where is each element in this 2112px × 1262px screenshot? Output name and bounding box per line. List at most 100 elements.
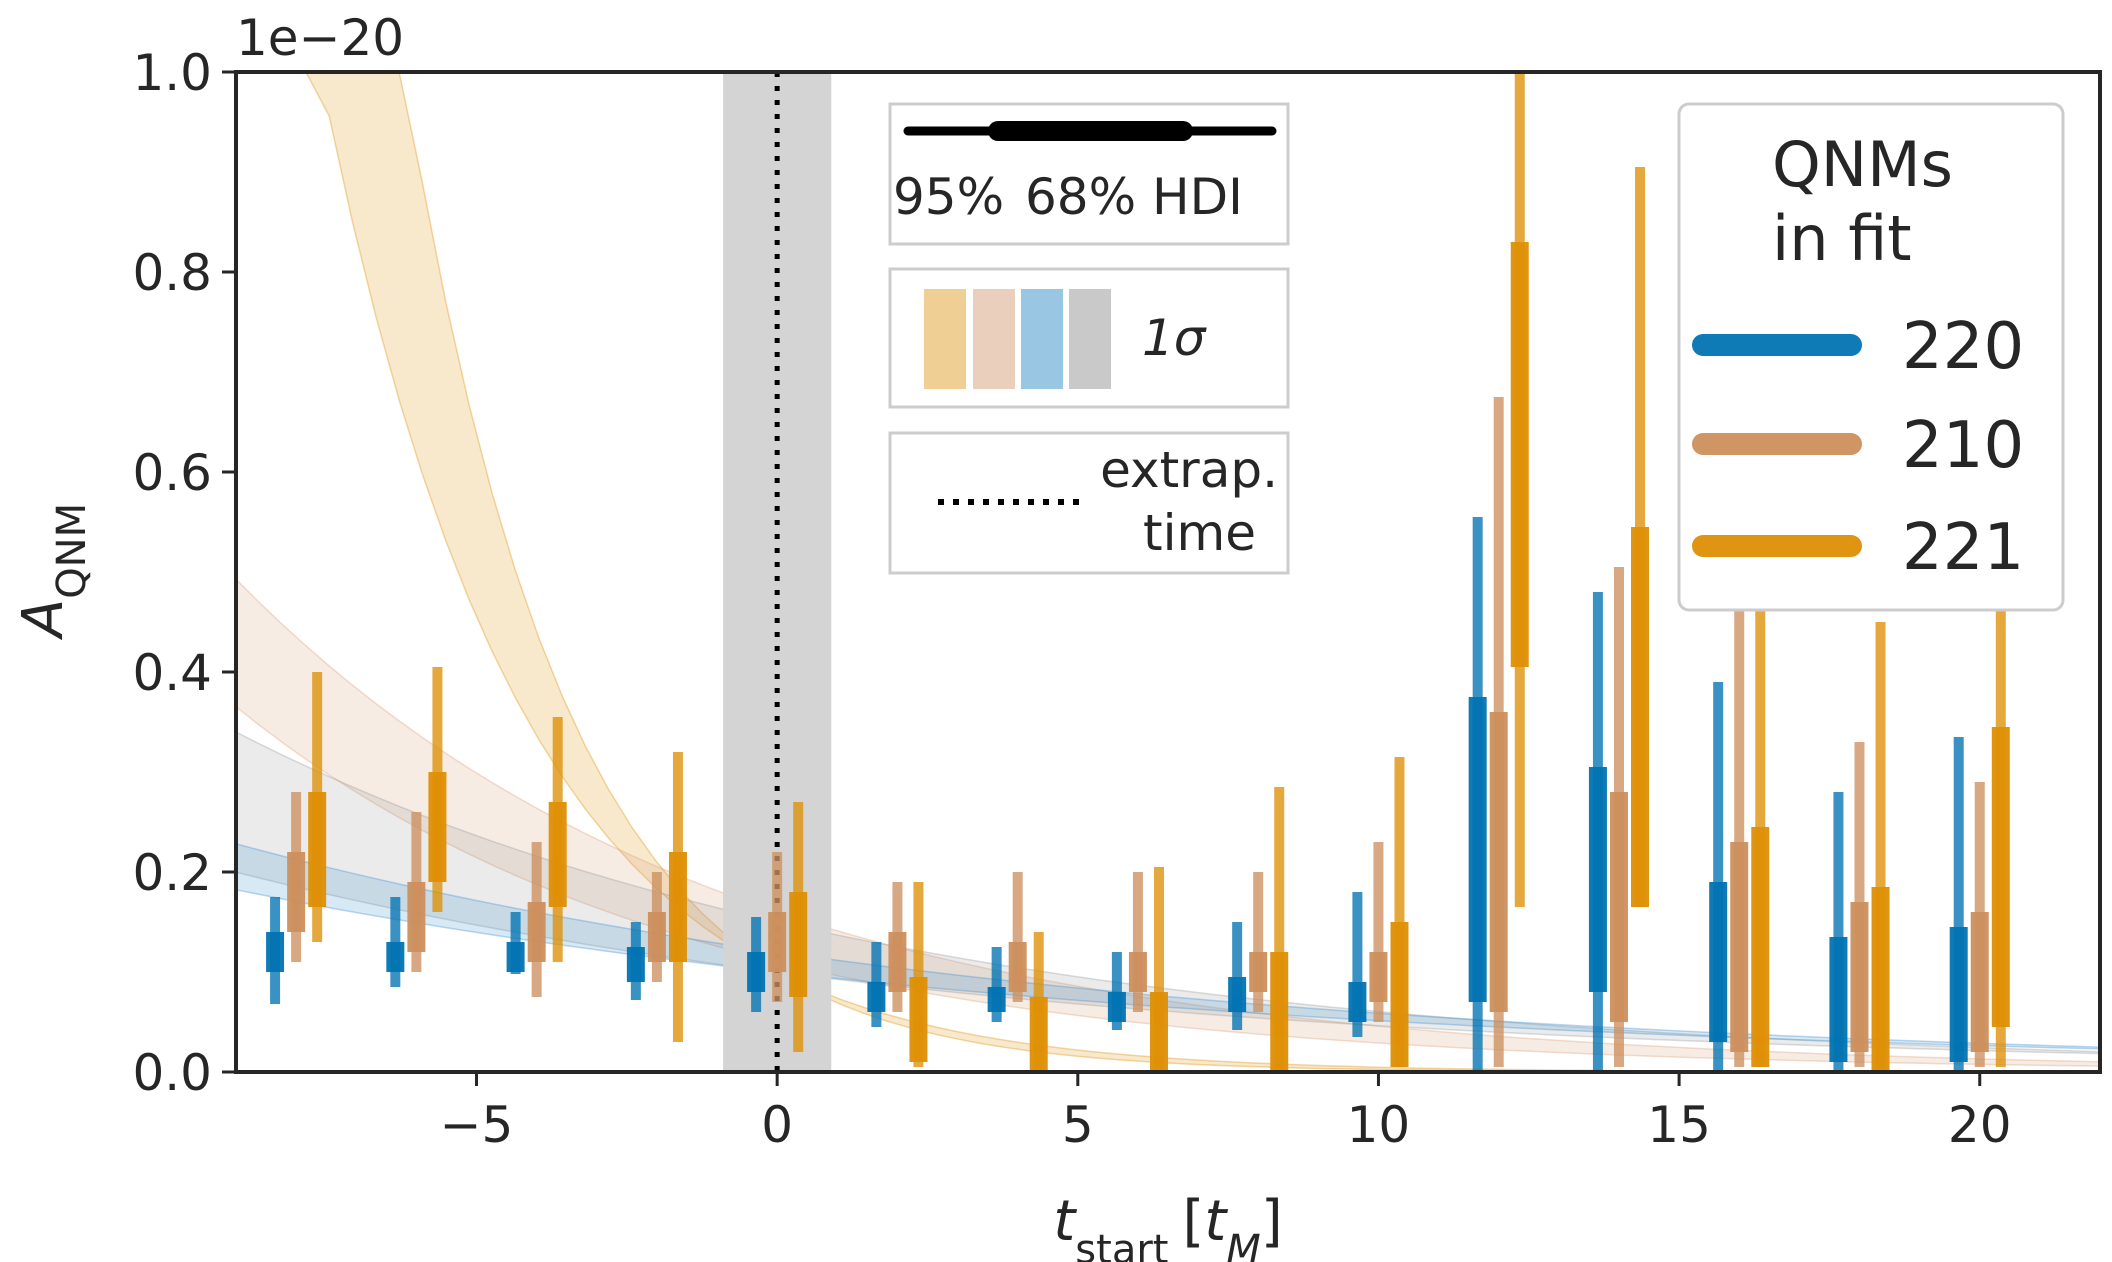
hdi68-bar-220	[626, 947, 645, 982]
hdi95-bar-220	[1953, 737, 1964, 1072]
x-tick-label: 15	[1647, 1096, 1711, 1154]
hdi68-bar-210	[407, 882, 426, 952]
hdi68-bar-221	[308, 792, 327, 907]
x-axis-label: tstart [tM]	[1053, 1189, 1282, 1262]
hdi95-bar-220	[1352, 892, 1363, 1037]
hdi68-bar-210	[1489, 712, 1508, 1012]
hdi95-bar-220	[991, 947, 1002, 1022]
hdi68-bar-220	[1348, 982, 1367, 1022]
legend-sigma: 1σ	[888, 267, 1290, 409]
hdi95-bar-221	[1274, 787, 1285, 1072]
hdi68-bar-220	[1468, 697, 1487, 1002]
hdi68-bar-220	[1829, 937, 1848, 1062]
x-tick-label: 10	[1347, 1096, 1411, 1154]
hdi68-bar-221	[1631, 527, 1650, 907]
hdi68-bar-220	[987, 987, 1006, 1012]
legend-qnm-label-221: 221	[1902, 511, 2024, 585]
hdi68-bar-210	[888, 932, 907, 992]
y-tick-label: 0.4	[132, 644, 212, 702]
hdi68-bar-210	[647, 912, 666, 962]
legend-qnm: QNMs in fit 220 210 221	[1677, 102, 2065, 612]
hdi95-bar-221	[1875, 622, 1886, 1072]
hdi95-bar-220	[1833, 792, 1844, 1072]
hdi95-bar-221	[1153, 867, 1164, 1072]
legend-qnm-label-220: 220	[1902, 310, 2024, 384]
y-tick-label: 1.0	[132, 44, 212, 102]
legend-extrap-label-1: extrap.	[1100, 441, 1278, 499]
x-tick-label: 20	[1948, 1096, 2012, 1154]
hdi68-bar-210	[1128, 952, 1147, 992]
legend-qnm-frame	[1677, 102, 2065, 612]
hdi68-bar-221	[548, 802, 567, 907]
hdi95-bar-210	[1012, 872, 1023, 1002]
hdi68-bar-221	[428, 772, 447, 882]
hdi68-bar-220	[1588, 767, 1607, 992]
legend-sigma-swatch-210	[973, 289, 1015, 389]
y-ticks: 0.0 0.2 0.4 0.6 0.8 1.0	[132, 44, 236, 1102]
hdi68-bar-210	[1850, 902, 1869, 1052]
y-tick-label: 0.0	[132, 1044, 212, 1102]
legend-sigma-label: 1σ	[1142, 309, 1207, 367]
hdi68-bar-221	[1991, 727, 2010, 1027]
hdi68-bar-220	[1949, 927, 1968, 1062]
y-tick-label: 0.2	[132, 844, 212, 902]
hdi95-bar-221	[1394, 757, 1405, 1067]
x-tick-label: 5	[1062, 1096, 1094, 1154]
hdi68-bar-210	[527, 902, 546, 962]
hdi95-bar-210	[1373, 842, 1384, 1022]
hdi68-bar-210	[1008, 942, 1027, 992]
hdi68-bar-220	[266, 932, 285, 972]
hdi68-bar-210	[1249, 952, 1268, 992]
legend-sigma-swatch-220	[1021, 289, 1063, 389]
hdi68-bar-221	[1510, 242, 1529, 667]
legend-qnm-label-210: 210	[1902, 409, 2024, 483]
hdi95-bar-220	[1232, 922, 1243, 1030]
y-tick-label: 0.8	[132, 244, 212, 302]
hdi95-bar-210	[1132, 872, 1143, 1012]
hdi68-bar-220	[1709, 882, 1728, 1042]
legend-sigma-swatch-grey	[1069, 289, 1111, 389]
hdi68-bar-221	[1390, 922, 1409, 1067]
hdi95-bar-221	[1755, 437, 1766, 1067]
legend-sigma-swatch-221	[924, 289, 966, 389]
hdi68-bar-221	[1149, 992, 1168, 1072]
hdi68-bar-221	[909, 977, 928, 1062]
legend-hdi-label-95: 95%	[893, 168, 1004, 226]
hdi68-bar-210	[1970, 912, 1989, 1052]
y-scale-offset: 1e−20	[236, 9, 404, 67]
hdi95-bar-220	[1111, 952, 1122, 1030]
hdi68-bar-220	[867, 982, 886, 1012]
y-tick-label: 0.6	[132, 444, 212, 502]
hdi95-bar-210	[1734, 602, 1745, 1067]
errorbars-layer	[266, 72, 2010, 1072]
legend-extrap: extrap. time	[888, 431, 1290, 575]
x-tick-label: −5	[440, 1096, 514, 1154]
legend-qnm-title-1: QNMs	[1772, 128, 1953, 201]
hdi68-bar-221	[1029, 997, 1048, 1072]
hdi68-bar-210	[287, 852, 306, 932]
hdi68-bar-210	[1730, 842, 1749, 1052]
hdi68-bar-220	[747, 952, 766, 992]
plot-frame	[234, 70, 2102, 1074]
hdi95-bar-221	[913, 882, 924, 1067]
hdi68-bar-221	[1871, 887, 1890, 1072]
hdi68-bar-220	[1107, 992, 1126, 1022]
legend-hdi: 95% 68% HDI	[888, 102, 1290, 246]
hdi68-bar-221	[789, 892, 808, 997]
hdi68-bar-210	[768, 912, 787, 972]
hdi68-bar-220	[1228, 977, 1247, 1012]
hdi68-bar-210	[1369, 952, 1388, 1002]
hdi68-bar-220	[386, 942, 405, 972]
legend-extrap-label-2: time	[1143, 504, 1256, 562]
hdi68-bar-210	[1609, 792, 1628, 1022]
x-ticks: −5 0 5 10 15 20	[440, 1072, 2012, 1154]
x-tick-label: 0	[761, 1096, 793, 1154]
y-axis-label: AQNM	[11, 503, 95, 640]
legend-hdi-label-68: 68% HDI	[1025, 168, 1243, 226]
hdi95-bar-220	[1713, 682, 1724, 1072]
hdi68-bar-221	[1270, 952, 1289, 1072]
hdi68-bar-221	[1751, 827, 1770, 1067]
hdi95-bar-221	[1995, 182, 2006, 1067]
hdi95-bar-210	[1253, 872, 1264, 1012]
